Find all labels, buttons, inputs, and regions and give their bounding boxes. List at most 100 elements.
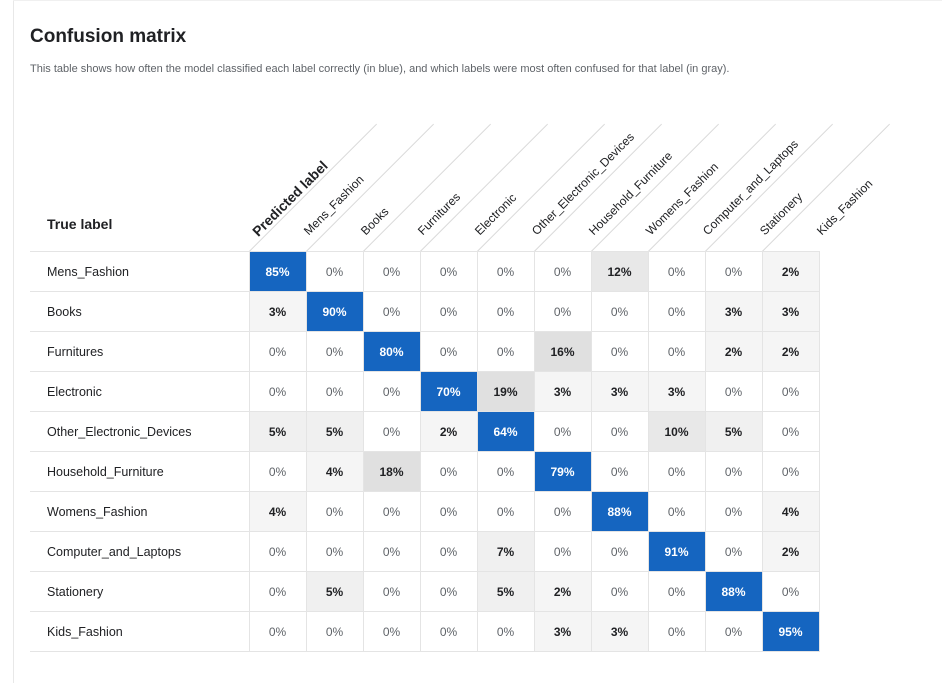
matrix-cell: 0% (704, 371, 763, 412)
matrix-cell: 0% (533, 491, 592, 532)
panel-border-top (13, 0, 942, 1)
matrix-row: Other_Electronic_Devices 5% 5% 0% 2% 64% 0% 0% 1… (30, 411, 820, 452)
matrix-cell: 0% (533, 411, 592, 452)
row-label-womens-fashion: Womens_Fashion (30, 491, 249, 532)
matrix-cell: 2% (533, 571, 592, 612)
matrix-cell: 0% (476, 451, 535, 492)
matrix-cell: 0% (533, 531, 592, 572)
column-header-books: Books (358, 204, 392, 238)
matrix-cell: 0% (305, 331, 364, 372)
row-label-electronic: Electronic (30, 371, 249, 412)
matrix-cell: 0% (533, 291, 592, 332)
confusion-matrix-grid: Mens_Fashion 85% 0% 0% 0% 0% 0% 12% 0% 0% 2% Books 3… (30, 251, 820, 652)
confusion-matrix-table: Mens_Fashion 85% 0% 0% 0% 0% 0% 12% 0% 0% 2% Books 3… (30, 251, 820, 652)
matrix-cell: 70% (419, 371, 478, 412)
row-label-furnitures: Furnitures (30, 331, 249, 372)
row-label-books: Books (30, 291, 249, 332)
matrix-cell: 19% (476, 371, 535, 412)
matrix-cell: 5% (305, 571, 364, 612)
matrix-cell: 0% (704, 491, 763, 532)
matrix-cell: 2% (419, 411, 478, 452)
matrix-cell: 0% (761, 411, 820, 452)
row-label-household-furniture: Household_Furniture (30, 451, 249, 492)
matrix-cell: 3% (704, 291, 763, 332)
matrix-cell: 0% (419, 611, 478, 652)
matrix-row: Electronic 0% 0% 0% 70% 19% 3% 3% 3% 0% 0% (30, 371, 820, 412)
matrix-row: Womens_Fashion 4% 0% 0% 0% 0% 0% 88% 0% 0% 4% (30, 491, 820, 532)
matrix-cell: 4% (761, 491, 820, 532)
matrix-cell: 0% (305, 371, 364, 412)
matrix-cell: 3% (533, 371, 592, 412)
panel-border-left (13, 0, 14, 683)
matrix-cell: 0% (248, 531, 307, 572)
matrix-cell: 0% (590, 291, 649, 332)
matrix-cell: 5% (305, 411, 364, 452)
matrix-cell: 0% (647, 571, 706, 612)
row-label-kids-fashion: Kids_Fashion (30, 611, 249, 652)
matrix-cell: 16% (533, 331, 592, 372)
matrix-cell: 2% (761, 331, 820, 372)
page-subtitle: This table shows how often the model cla… (30, 63, 730, 75)
matrix-cell: 0% (647, 611, 706, 652)
matrix-row: Mens_Fashion 85% 0% 0% 0% 0% 0% 12% 0% 0% 2% (30, 251, 820, 292)
matrix-cell: 0% (362, 411, 421, 452)
matrix-cell: 0% (476, 331, 535, 372)
matrix-cell: 0% (248, 371, 307, 412)
matrix-cell: 3% (590, 611, 649, 652)
matrix-cell: 88% (590, 491, 649, 532)
matrix-cell: 0% (419, 571, 478, 612)
matrix-row: Household_Furniture 0% 4% 18% 0% 0% 79% 0% 0% 0% 0… (30, 451, 820, 492)
matrix-cell: 4% (305, 451, 364, 492)
matrix-cell: 0% (248, 331, 307, 372)
matrix-cell: 0% (362, 491, 421, 532)
matrix-cell: 0% (476, 251, 535, 292)
row-label-mens-fashion: Mens_Fashion (30, 251, 249, 292)
matrix-cell: 0% (590, 531, 649, 572)
matrix-cell: 0% (419, 451, 478, 492)
row-label-computer-and-laptops: Computer_and_Laptops (30, 531, 249, 572)
matrix-cell: 3% (647, 371, 706, 412)
matrix-cell: 10% (647, 411, 706, 452)
matrix-cell: 2% (761, 531, 820, 572)
matrix-row: Furnitures 0% 0% 80% 0% 0% 16% 0% 0% 2% 2% (30, 331, 820, 372)
matrix-cell: 79% (533, 451, 592, 492)
matrix-cell: 0% (647, 291, 706, 332)
matrix-cell: 4% (248, 491, 307, 532)
matrix-cell: 5% (248, 411, 307, 452)
matrix-cell: 0% (362, 251, 421, 292)
matrix-cell: 91% (647, 531, 706, 572)
matrix-cell: 0% (419, 491, 478, 532)
page-title: Confusion matrix (30, 26, 187, 47)
matrix-cell: 0% (362, 611, 421, 652)
matrix-cell: 0% (476, 491, 535, 532)
row-label-stationery: Stationery (30, 571, 249, 612)
matrix-cell: 90% (305, 291, 364, 332)
matrix-cell: 0% (476, 611, 535, 652)
matrix-cell: 0% (647, 451, 706, 492)
matrix-cell: 0% (647, 491, 706, 532)
matrix-cell: 18% (362, 451, 421, 492)
row-label-other-electronic-devices: Other_Electronic_Devices (30, 411, 249, 452)
matrix-cell: 7% (476, 531, 535, 572)
matrix-cell: 0% (419, 251, 478, 292)
matrix-row: Computer_and_Laptops 0% 0% 0% 0% 7% 0% 0% 91% 0% 2… (30, 531, 820, 572)
matrix-cell: 12% (590, 251, 649, 292)
matrix-cell: 0% (647, 331, 706, 372)
matrix-cell: 3% (590, 371, 649, 412)
matrix-cell: 0% (704, 531, 763, 572)
matrix-cell: 0% (305, 611, 364, 652)
matrix-cell: 0% (704, 451, 763, 492)
matrix-cell: 0% (647, 251, 706, 292)
matrix-cell: 0% (590, 571, 649, 612)
matrix-cell: 0% (590, 451, 649, 492)
matrix-cell: 0% (305, 531, 364, 572)
matrix-cell: 95% (761, 611, 820, 652)
matrix-cell: 64% (476, 411, 535, 452)
matrix-cell: 0% (704, 251, 763, 292)
matrix-cell: 0% (362, 371, 421, 412)
matrix-cell: 3% (248, 291, 307, 332)
matrix-cell: 3% (533, 611, 592, 652)
matrix-row: Books 3% 90% 0% 0% 0% 0% 0% 0% 3% 3% (30, 291, 820, 332)
matrix-cell: 0% (590, 411, 649, 452)
matrix-cell: 3% (761, 291, 820, 332)
